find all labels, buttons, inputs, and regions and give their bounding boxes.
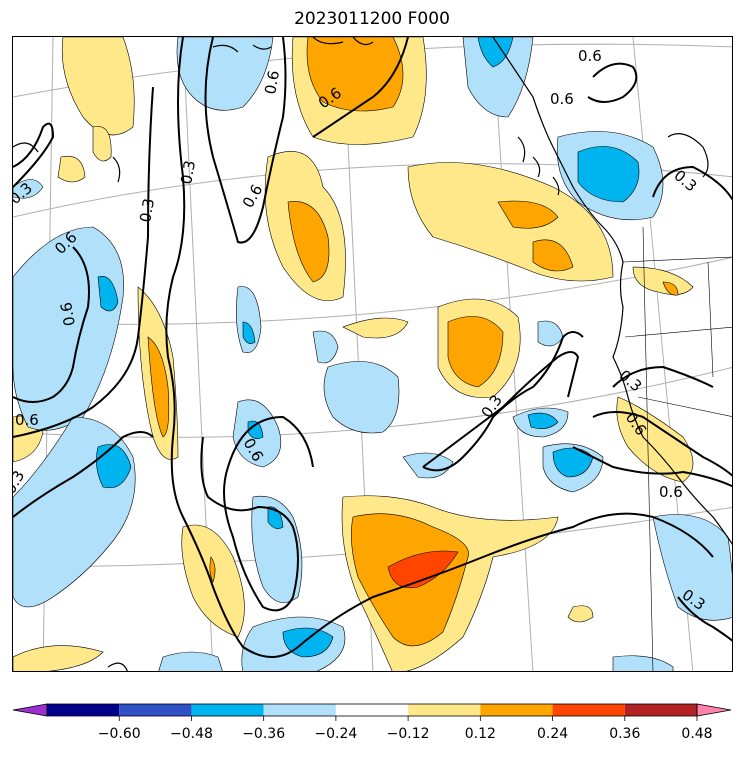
colorbar-segment (408, 704, 481, 716)
contour-label: 0.6 (550, 90, 574, 108)
contour-label: 0.3 (136, 197, 158, 224)
map-title: 2023011200 F000 (294, 9, 450, 29)
colorbar-segment (47, 704, 120, 716)
colorbar-extend-high (696, 703, 732, 717)
colorbar-segment (263, 704, 336, 716)
colorbar-segment (191, 704, 264, 716)
map-panel: 0.6 0.6 0.6 0.6 0.3 0.3 0.6 0.3 0.6 0.6 … (12, 36, 733, 672)
colorbar-segment (335, 704, 409, 716)
positive-anomaly-fill-max (387, 550, 459, 589)
contour-label: 0.6 (15, 411, 39, 429)
contour-label: 0.6 (57, 301, 79, 328)
contour-lines-thin (13, 133, 709, 183)
colorbar-tick-label: −0.24 (314, 726, 357, 742)
coastline (107, 37, 732, 671)
contour-label: 0.6 (261, 69, 283, 96)
contour-label: 0.6 (659, 483, 683, 501)
colorbar-tick-label: −0.48 (170, 726, 213, 742)
colorbar-tick-label: −0.36 (242, 726, 285, 742)
map-canvas: 0.6 0.6 0.6 0.6 0.3 0.3 0.6 0.3 0.6 0.6 … (13, 37, 732, 671)
contour-label: 0.3 (177, 159, 199, 186)
colorbar-tick-label: −0.12 (387, 726, 430, 742)
contour-label: 0.6 (578, 47, 602, 65)
colorbar-tick-label: 0.48 (681, 726, 712, 742)
colorbar-tick-label: −0.60 (98, 726, 141, 742)
colorbar-extend-low (12, 703, 48, 717)
colorbar: −0.60 −0.48 −0.36 −0.24 −0.12 0.12 0.24 0.36 0.4… (0, 700, 744, 757)
colorbar-segments (12, 703, 732, 717)
colorbar-tick-label: 0.12 (465, 726, 496, 742)
colorbar-segment (119, 704, 192, 716)
colorbar-ticks: −0.60 −0.48 −0.36 −0.24 −0.12 0.12 0.24 0.36 0.4… (98, 716, 713, 742)
colorbar-canvas: −0.60 −0.48 −0.36 −0.24 −0.12 0.12 0.24 0.36 0.4… (12, 703, 732, 742)
state-borders (622, 226, 732, 671)
negative-anomaly-fill-strong (96, 37, 640, 658)
colorbar-segment (552, 704, 625, 716)
colorbar-frame (46, 703, 698, 717)
negative-anomaly-fill (13, 37, 732, 671)
colorbar-tick-label: 0.36 (609, 726, 640, 742)
colorbar-segment (624, 704, 697, 716)
colorbar-tick-label: 0.24 (537, 726, 568, 742)
contour-lines (13, 37, 732, 658)
colorbar-segment (480, 704, 553, 716)
